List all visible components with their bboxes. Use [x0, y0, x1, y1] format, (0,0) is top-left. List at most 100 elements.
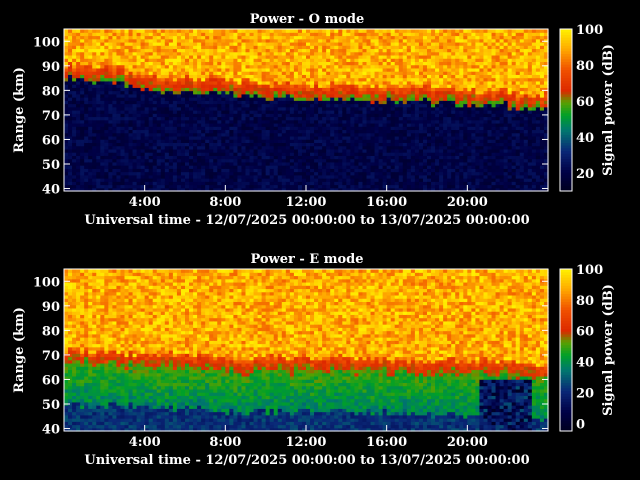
heatmap-cell [172, 100, 178, 105]
heatmap-cell [451, 152, 456, 156]
heatmap-cell [96, 32, 101, 37]
heatmap-cell [253, 113, 259, 118]
heatmap-cell [229, 41, 234, 46]
heatmap-cell [362, 93, 368, 98]
heatmap-cell [221, 35, 226, 40]
heatmap-cell [68, 126, 73, 131]
heatmap-cell [120, 67, 126, 72]
heatmap-cell [370, 41, 376, 46]
heatmap-cell [84, 145, 89, 150]
heatmap-cell [160, 93, 166, 98]
heatmap-cell [455, 181, 460, 186]
heatmap-cell [92, 77, 97, 82]
heatmap-cell [459, 38, 464, 43]
heatmap-cell [358, 187, 364, 192]
heatmap-cell [225, 155, 230, 160]
heatmap-cell [189, 145, 194, 150]
heatmap-cell [193, 48, 198, 53]
heatmap-cell [116, 80, 122, 85]
heatmap-cell [306, 58, 311, 62]
heatmap-cell [176, 161, 182, 166]
heatmap-cell [390, 152, 396, 156]
heatmap-cell [273, 74, 279, 79]
heatmap-cell [249, 129, 255, 134]
heatmap-cell [193, 97, 198, 101]
heatmap-cell [265, 103, 271, 108]
heatmap-cell [273, 174, 279, 179]
heatmap-cell [431, 152, 436, 156]
heatmap-cell [451, 142, 456, 147]
heatmap-cell [314, 135, 319, 140]
heatmap-cell [455, 38, 460, 43]
heatmap-cell [310, 178, 315, 182]
heatmap-cell [374, 74, 380, 79]
heatmap-cell [285, 116, 291, 121]
heatmap-cell [261, 67, 267, 72]
heatmap-cell [72, 106, 77, 111]
heatmap-cell [289, 54, 295, 59]
heatmap-cell [326, 110, 331, 114]
heatmap-cell [350, 110, 355, 114]
heatmap-cell [160, 48, 166, 53]
heatmap-cell [293, 45, 299, 50]
heatmap-cell [156, 178, 162, 182]
heatmap-cell [326, 187, 331, 192]
heatmap-cell [370, 152, 376, 156]
heatmap-cell [378, 181, 384, 186]
heatmap-cell [237, 178, 243, 182]
heatmap-cell [338, 80, 343, 85]
heatmap-cell [257, 116, 263, 121]
heatmap-cell [185, 87, 190, 92]
heatmap-cell [402, 142, 408, 147]
heatmap-cell [225, 97, 230, 101]
heatmap-cell [269, 48, 275, 53]
heatmap-cell [164, 132, 170, 137]
heatmap-cell [160, 139, 166, 143]
heatmap-cell [189, 32, 194, 37]
heatmap-cell [285, 161, 291, 166]
heatmap-cell [164, 139, 170, 143]
heatmap-cell [406, 113, 412, 118]
heatmap-cell [245, 165, 251, 169]
heatmap-cell [140, 51, 146, 56]
heatmap-cell [427, 132, 432, 137]
heatmap-cell [156, 100, 162, 105]
heatmap-cell [398, 129, 404, 134]
heatmap-cell [193, 58, 198, 62]
heatmap-cell [172, 122, 178, 127]
heatmap-cell [176, 119, 182, 124]
heatmap-cell [68, 29, 73, 33]
heatmap-cell [301, 84, 307, 88]
heatmap-cell [455, 90, 460, 95]
heatmap-cell [96, 184, 101, 189]
heatmap-cell [120, 97, 126, 101]
heatmap-cell [209, 126, 214, 131]
heatmap-cell [88, 97, 93, 101]
heatmap-cell [261, 87, 267, 92]
heatmap-cell [398, 38, 404, 43]
heatmap-cell [277, 35, 283, 40]
heatmap-cell [253, 187, 259, 192]
heatmap-cell [273, 51, 279, 56]
heatmap-cell [112, 148, 118, 153]
heatmap-cell [358, 71, 364, 75]
heatmap-cell [100, 41, 105, 46]
heatmap-cell [164, 103, 170, 108]
heatmap-cell [297, 174, 303, 179]
heatmap-cell [422, 87, 428, 92]
heatmap-cell [217, 129, 222, 134]
heatmap-cell [301, 171, 307, 176]
heatmap-cell [229, 145, 234, 150]
heatmap-cell [334, 77, 339, 82]
heatmap-cell [451, 178, 456, 182]
heatmap-cell [201, 168, 206, 173]
heatmap-cell [406, 181, 412, 186]
heatmap-cell [427, 119, 432, 124]
heatmap-cell [402, 135, 408, 140]
heatmap-cell [447, 110, 452, 114]
heatmap-cell [293, 110, 299, 114]
heatmap-cell [285, 61, 291, 66]
heatmap-cell [447, 61, 452, 66]
heatmap-cell [148, 58, 154, 62]
heatmap-cell [386, 41, 392, 46]
